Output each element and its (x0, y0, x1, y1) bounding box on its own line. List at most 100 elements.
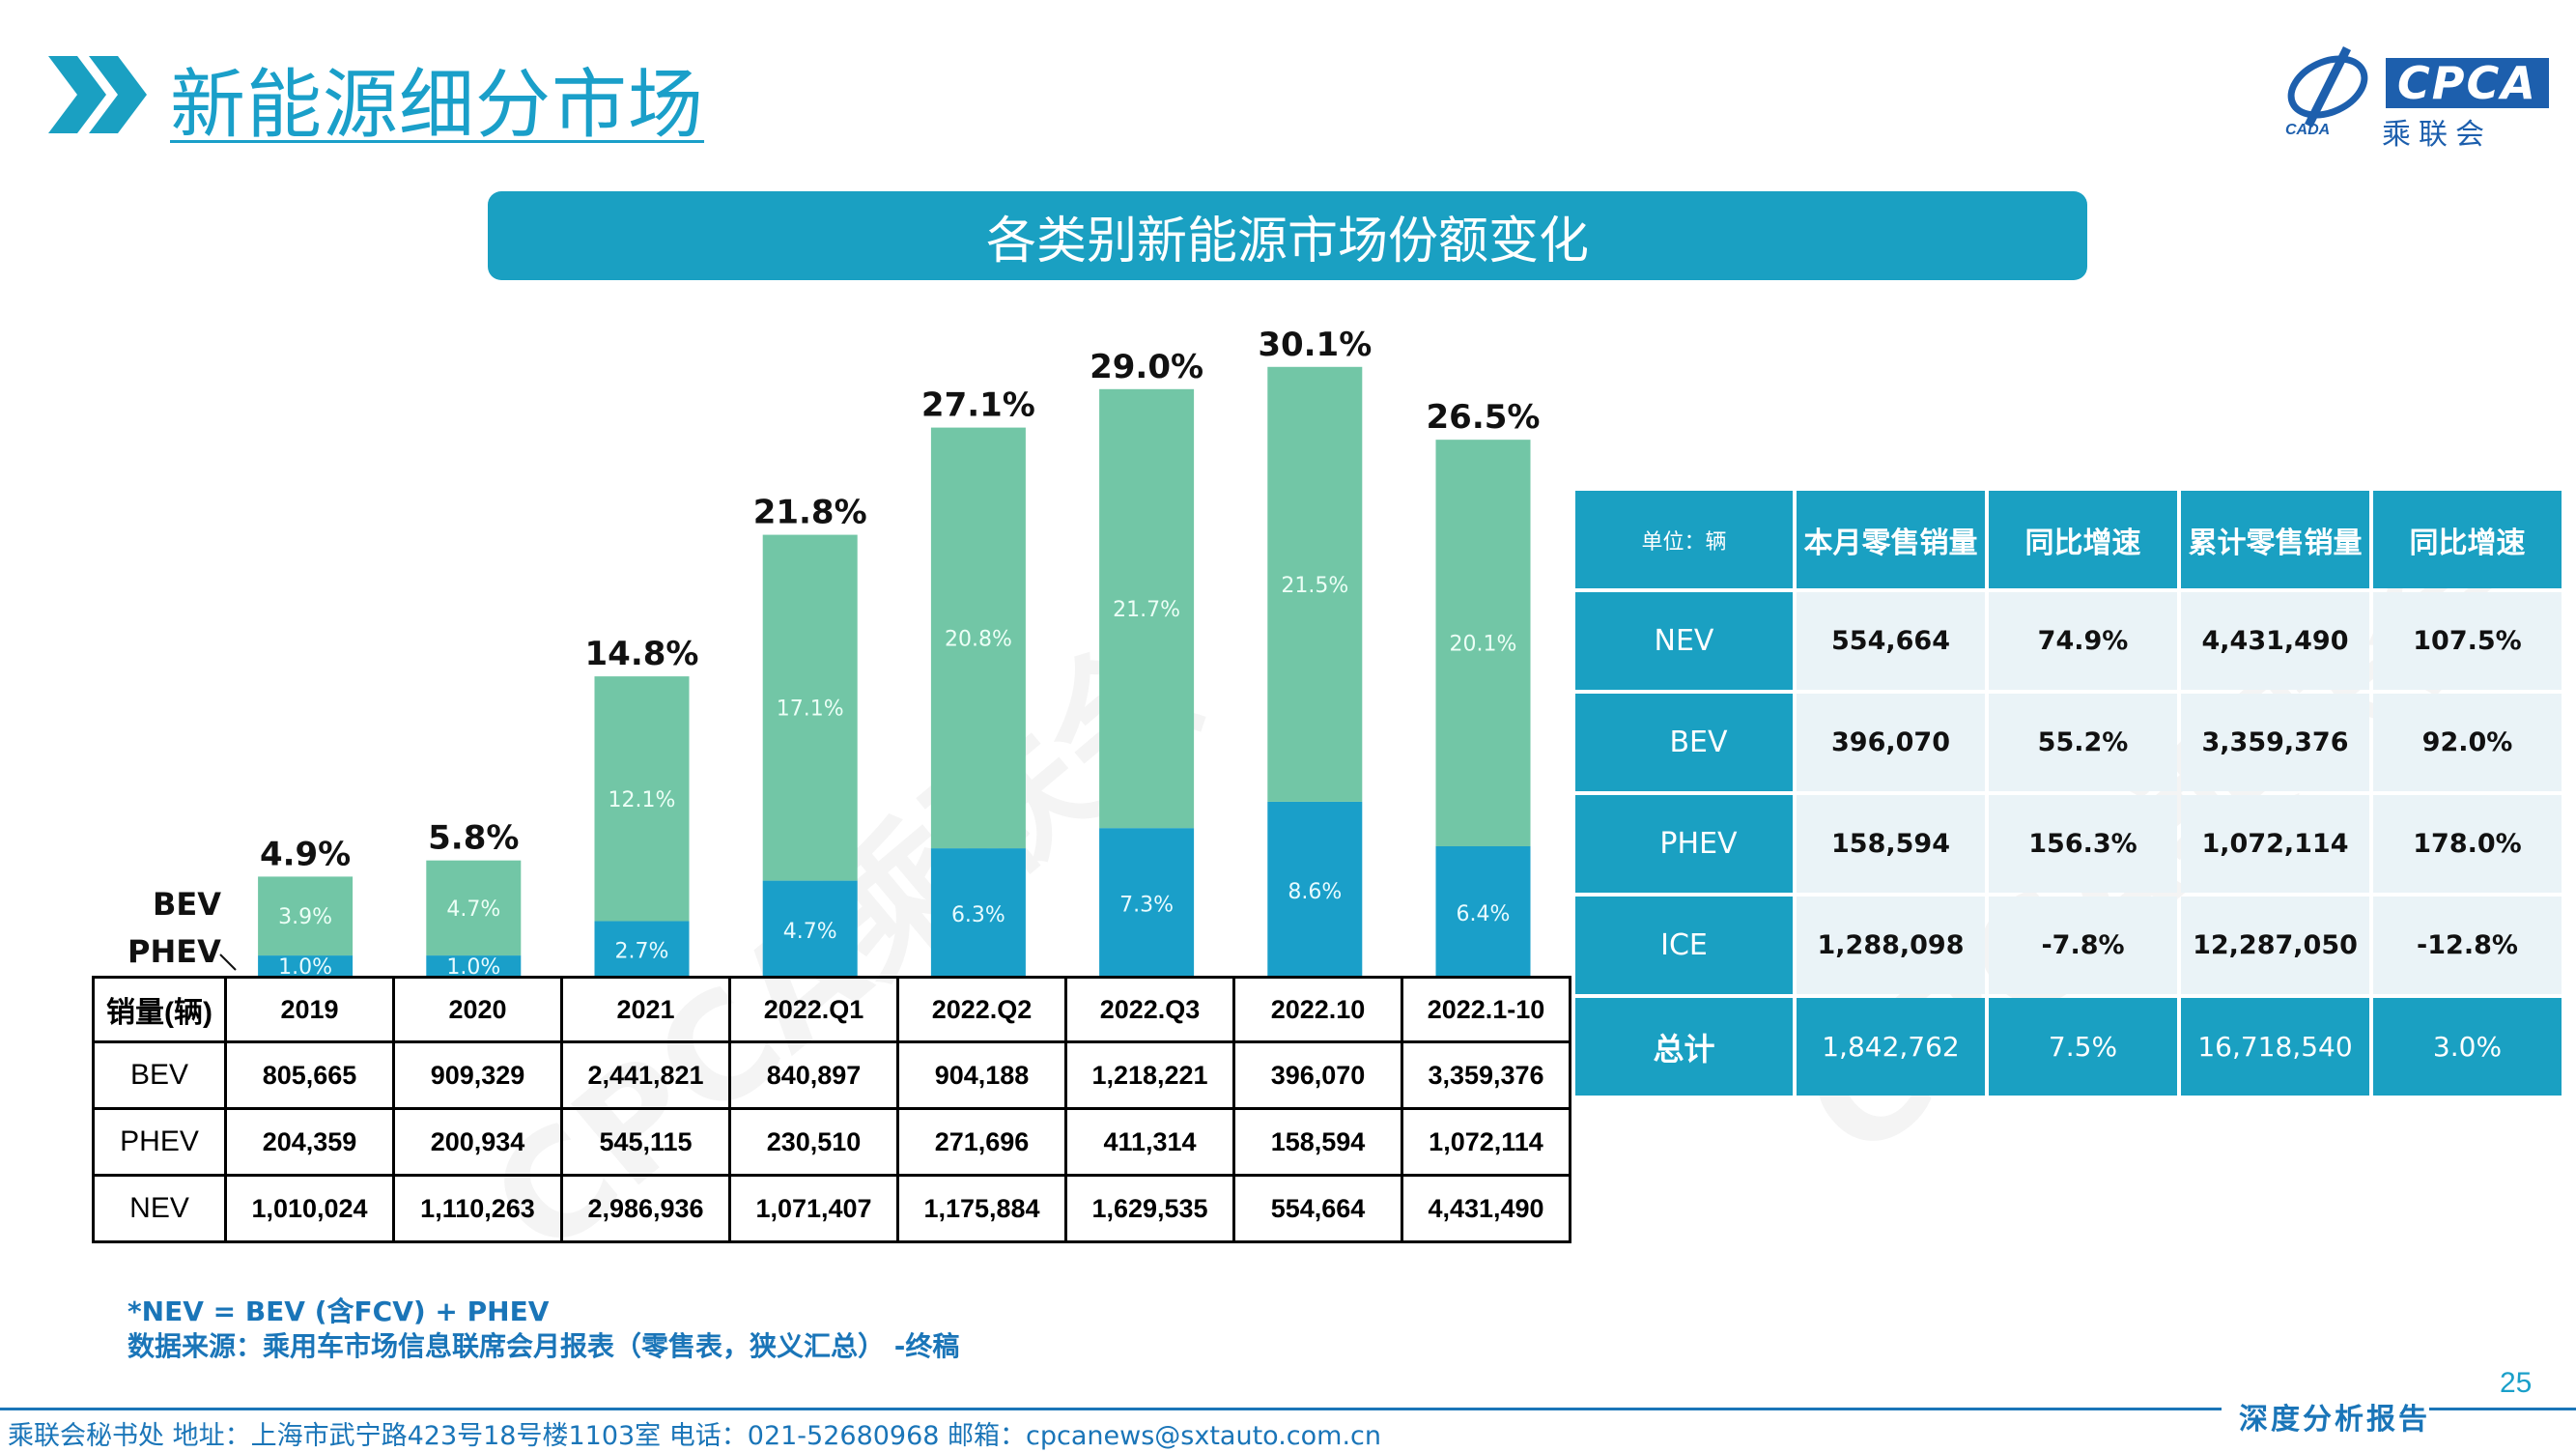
total-label: 总计 (1575, 998, 1793, 1096)
table-cell: 1,218,221 (1064, 1040, 1235, 1110)
retail-col-header: 本月零售销量 (1797, 491, 1985, 588)
bar-bev (258, 876, 354, 956)
table-cell: 909,329 (392, 1040, 563, 1110)
table-cell: 4,431,490 (2181, 592, 2369, 690)
sales-col-header: 2022.10 (1232, 976, 1403, 1043)
sales-table-header-row: 销量(辆) 2019 2020 2021 2022.Q1 2022.Q2 202… (92, 976, 1571, 1043)
retail-col-header: 同比增速 (2373, 491, 2562, 588)
table-cell: -12.8% (2373, 897, 2562, 994)
table-row: NEV 554,664 74.9% 4,431,490 107.5% (1575, 592, 2562, 690)
footer-divider (0, 1408, 2222, 1410)
table-cell: 1,071,407 (728, 1174, 899, 1243)
data-label-total: 26.5% (1427, 398, 1541, 437)
table-cell: 1,629,535 (1064, 1174, 1235, 1243)
table-cell: 2,986,936 (560, 1174, 731, 1243)
bar-bev (1267, 366, 1363, 802)
row-label: NEV (92, 1174, 227, 1243)
data-label-phev: 6.4% (1457, 902, 1511, 926)
phev-leader-line (219, 954, 237, 971)
table-row: ICE 1,288,098 -7.8% 12,287,050 -12.8% (1575, 897, 2562, 994)
retail-table-header-row: 单位：辆 本月零售销量 同比增速 累计零售销量 同比增速 (1575, 491, 2562, 588)
series-label-bev: BEV (153, 886, 221, 923)
bar-phev (930, 848, 1026, 976)
table-cell: 4,431,490 (1401, 1174, 1571, 1243)
data-label-total: 4.9% (260, 835, 351, 873)
row-label: ICE (1575, 897, 1793, 994)
table-cell: 1,288,098 (1797, 897, 1985, 994)
data-label-bev: 21.7% (1113, 598, 1180, 622)
bar-phev (1099, 828, 1195, 976)
nev-formula-note: *NEV = BEV (含FCV) + PHEV (127, 1295, 550, 1327)
table-row: NEV 1,010,024 1,110,263 2,986,936 1,071,… (92, 1174, 1571, 1243)
table-cell: 3.0% (2373, 998, 2562, 1096)
table-cell: 204,359 (224, 1107, 395, 1177)
table-cell: 200,934 (392, 1107, 563, 1177)
table-cell: 805,665 (224, 1040, 395, 1110)
bar-phev (762, 880, 858, 976)
table-cell: 156.3% (1989, 795, 2177, 893)
bar-phev (426, 955, 522, 976)
logo-text: CPCA (2386, 58, 2549, 108)
table-cell: -7.8% (1989, 897, 2177, 994)
chart-banner: 各类别新能源市场份额变化 (488, 191, 2087, 280)
data-label-bev: 3.9% (278, 905, 332, 929)
bar-bev (594, 676, 690, 922)
data-label-bev: 20.1% (1450, 633, 1517, 657)
table-cell: 554,664 (1797, 592, 1985, 690)
table-cell: 1,842,762 (1797, 998, 1985, 1096)
retail-table: 单位：辆 本月零售销量 同比增速 累计零售销量 同比增速 NEV 554,664… (1571, 487, 2565, 1099)
row-label: BEV (1575, 694, 1793, 791)
table-cell: 12,287,050 (2181, 897, 2369, 994)
sales-col-header: 2022.Q1 (728, 976, 899, 1043)
table-cell: 7.5% (1989, 998, 2177, 1096)
data-source-note: 数据来源：乘用车市场信息联席会月报表（零售表，狭义汇总） -终稿 (127, 1330, 960, 1362)
row-label: PHEV (92, 1107, 227, 1177)
table-cell: 554,664 (1232, 1174, 1403, 1243)
footer-divider-right (2429, 1408, 2576, 1410)
chevron-double-icon (48, 56, 147, 133)
table-cell: 55.2% (1989, 694, 2177, 791)
bar-phev (594, 921, 690, 976)
retail-col-header: 累计零售销量 (2181, 491, 2369, 588)
sales-table-corner: 销量(辆) (92, 976, 227, 1043)
row-label: NEV (1575, 592, 1793, 690)
bar-bev (762, 534, 858, 881)
table-cell: 1,072,114 (1401, 1107, 1571, 1177)
sales-col-header: 2022.1-10 (1401, 976, 1571, 1043)
data-label-total: 21.8% (753, 494, 867, 532)
table-cell: 904,188 (896, 1040, 1067, 1110)
data-label-phev: 6.3% (951, 903, 1005, 927)
bar-phev (258, 955, 354, 976)
table-cell: 107.5% (2373, 592, 2562, 690)
unit-label: 单位：辆 (1575, 491, 1793, 588)
table-cell: 1,110,263 (392, 1174, 563, 1243)
footer-contact: 乘联会秘书处 地址：上海市武宁路423号18号楼1103室 电话：021-526… (8, 1421, 1382, 1451)
table-cell: 3,359,376 (2181, 694, 2369, 791)
table-cell: 396,070 (1232, 1040, 1403, 1110)
bar-bev (426, 860, 522, 956)
table-cell: 1,072,114 (2181, 795, 2369, 893)
data-label-bev: 20.8% (945, 627, 1012, 651)
table-cell: 271,696 (896, 1107, 1067, 1177)
data-label-total: 5.8% (428, 819, 519, 858)
table-row: PHEV 204,359 200,934 545,115 230,510 271… (92, 1107, 1571, 1177)
report-tag: 深度分析报告 (2239, 1403, 2430, 1437)
data-label-bev: 4.7% (446, 897, 500, 922)
table-cell: 158,594 (1797, 795, 1985, 893)
data-label-total: 30.1% (1258, 326, 1372, 364)
table-cell: 1,175,884 (896, 1174, 1067, 1243)
table-cell: 158,594 (1232, 1107, 1403, 1177)
row-label: BEV (92, 1040, 227, 1110)
table-cell: 178.0% (2373, 795, 2562, 893)
data-label-phev: 1.0% (446, 955, 500, 980)
sales-col-header: 2020 (392, 976, 563, 1043)
table-row: PHEV 158,594 156.3% 1,072,114 178.0% (1575, 795, 2562, 893)
table-cell: 16,718,540 (2181, 998, 2369, 1096)
table-cell: 92.0% (2373, 694, 2562, 791)
table-cell: 2,441,821 (560, 1040, 731, 1110)
bar-phev (1267, 801, 1363, 976)
table-cell: 840,897 (728, 1040, 899, 1110)
sales-col-header: 2021 (560, 976, 731, 1043)
series-label-phev: PHEV (127, 933, 221, 970)
